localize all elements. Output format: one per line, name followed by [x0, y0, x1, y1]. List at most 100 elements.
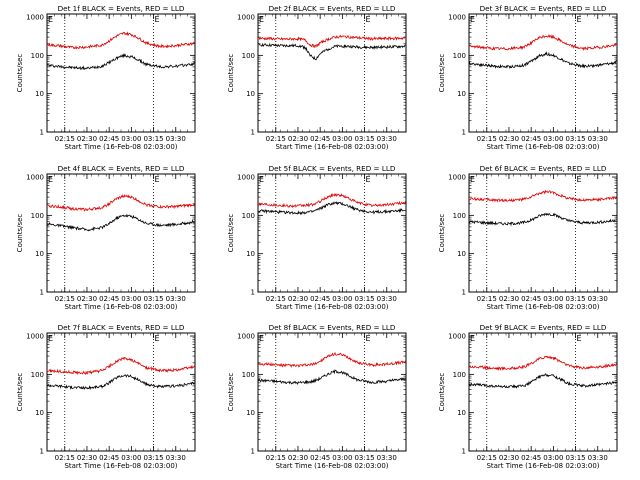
x-tick-label: 03:00: [121, 295, 141, 303]
panel-title: Det 9f BLACK = Events, RED = LLD: [480, 323, 607, 332]
panel-title: Det 5f BLACK = Events, RED = LLD: [269, 164, 396, 173]
y-tick-label: 100: [242, 212, 255, 220]
y-tick-label: 1: [251, 289, 255, 297]
y-axis-label: Counts/sec: [16, 54, 24, 93]
x-tick-label: 03:00: [543, 135, 563, 143]
event-marker-label: E: [366, 175, 371, 184]
x-tick-label: 02:15: [477, 135, 497, 143]
panel-title: Det 4f BLACK = Events, RED = LLD: [58, 164, 185, 173]
x-axis-label: Start Time (16-Feb-08 02:03:00): [486, 462, 599, 470]
x-axis-label: Start Time (16-Feb-08 02:03:00): [64, 303, 177, 311]
x-tick-label: 02:45: [521, 135, 541, 143]
x-tick-label: 03:30: [377, 295, 397, 303]
x-tick-label: 02:30: [499, 454, 519, 462]
y-tick-label: 1000: [448, 14, 466, 22]
y-axis-label: Counts/sec: [227, 214, 235, 253]
event-marker-label: E: [577, 175, 582, 184]
x-axis-label: Start Time (16-Feb-08 02:03:00): [275, 143, 388, 151]
event-marker-label: E: [155, 334, 160, 343]
series-events-line: [468, 212, 617, 227]
event-marker-label: E: [470, 15, 475, 24]
x-tick-label: 03:00: [121, 135, 141, 143]
y-axis-label: Counts/sec: [227, 54, 235, 93]
panel-6: Det 6f BLACK = Events, RED = LLD 1 10 100 10…: [438, 164, 618, 311]
x-tick-label: 02:15: [55, 454, 75, 462]
x-tick-label: 02:15: [55, 135, 75, 143]
y-tick-label: 1: [251, 448, 255, 456]
y-tick-label: 100: [453, 212, 466, 220]
y-tick-label: 1000: [26, 174, 44, 182]
x-tick-label: 02:15: [55, 295, 75, 303]
y-tick-label: 100: [242, 52, 255, 60]
panel-2: Det 2f BLACK = Events, RED = LLD 1 10 100 10…: [227, 4, 407, 151]
x-axis-label: Start Time (16-Feb-08 02:03:00): [486, 143, 599, 151]
x-tick-label: 02:30: [288, 135, 308, 143]
y-axis-label: Counts/sec: [438, 373, 446, 412]
event-marker-label: E: [259, 334, 264, 343]
series-events-line: [47, 374, 195, 391]
x-tick-label: 02:15: [266, 135, 286, 143]
x-tick-label: 02:45: [99, 454, 119, 462]
event-marker-label: E: [366, 15, 371, 24]
x-tick-label: 03:00: [332, 295, 352, 303]
x-tick-label: 03:15: [354, 135, 374, 143]
x-tick-label: 02:15: [477, 454, 497, 462]
y-tick-label: 100: [453, 371, 466, 379]
y-axis-label: Counts/sec: [438, 214, 446, 253]
y-tick-label: 10: [246, 250, 255, 258]
event-marker-label: E: [259, 15, 264, 24]
series-lld-line: [257, 34, 406, 49]
x-tick-label: 02:30: [288, 295, 308, 303]
y-tick-label: 10: [457, 90, 466, 98]
y-tick-label: 1000: [237, 333, 255, 341]
panel-title: Det 3f BLACK = Events, RED = LLD: [480, 4, 607, 13]
x-tick-label: 02:15: [266, 454, 286, 462]
x-axis-label: Start Time (16-Feb-08 02:03:00): [275, 303, 388, 311]
x-tick-label: 03:15: [565, 135, 585, 143]
x-tick-label: 02:15: [266, 295, 286, 303]
y-tick-label: 10: [246, 90, 255, 98]
x-tick-label: 03:30: [588, 454, 608, 462]
y-tick-label: 1: [462, 129, 466, 137]
x-tick-label: 02:45: [521, 454, 541, 462]
y-tick-label: 100: [242, 371, 255, 379]
y-axis-label: Counts/sec: [16, 214, 24, 253]
x-tick-label: 03:00: [543, 295, 563, 303]
panel-3: Det 3f BLACK = Events, RED = LLD 1 10 100 10…: [438, 4, 618, 151]
x-tick-label: 03:15: [354, 454, 374, 462]
y-tick-label: 10: [35, 250, 44, 258]
series-lld-line: [257, 352, 406, 369]
y-axis-label: Counts/sec: [438, 54, 446, 93]
event-marker-label: E: [577, 334, 582, 343]
panel-title: Det 6f BLACK = Events, RED = LLD: [480, 164, 607, 173]
series-lld-line: [46, 193, 195, 212]
x-tick-label: 03:30: [588, 135, 608, 143]
series-lld-line: [46, 31, 195, 50]
y-tick-label: 1000: [448, 333, 466, 341]
y-axis-label: Counts/sec: [16, 373, 24, 412]
y-tick-label: 10: [35, 409, 44, 417]
panel-8: Det 8f BLACK = Events, RED = LLD 1 10 100 10…: [227, 323, 407, 470]
x-tick-label: 02:45: [310, 454, 330, 462]
event-marker-label: E: [155, 175, 160, 184]
x-tick-label: 03:00: [121, 454, 141, 462]
x-tick-label: 03:00: [332, 135, 352, 143]
x-axis-label: Start Time (16-Feb-08 02:03:00): [486, 303, 599, 311]
series-events-line: [257, 42, 406, 61]
x-tick-label: 02:30: [288, 454, 308, 462]
y-tick-label: 100: [31, 212, 44, 220]
x-tick-label: 02:45: [310, 295, 330, 303]
series-events-line: [257, 369, 406, 386]
x-tick-label: 03:15: [565, 295, 585, 303]
y-tick-label: 1: [251, 129, 255, 137]
event-marker-label: E: [470, 334, 475, 343]
y-tick-label: 100: [31, 52, 44, 60]
x-tick-label: 03:15: [143, 295, 163, 303]
x-tick-label: 02:45: [521, 295, 541, 303]
x-tick-label: 03:15: [143, 454, 163, 462]
y-tick-label: 1000: [237, 174, 255, 182]
y-tick-label: 10: [457, 250, 466, 258]
series-events-line: [468, 51, 617, 69]
panel-9: Det 9f BLACK = Events, RED = LLD 1 10 100 10…: [438, 323, 618, 470]
